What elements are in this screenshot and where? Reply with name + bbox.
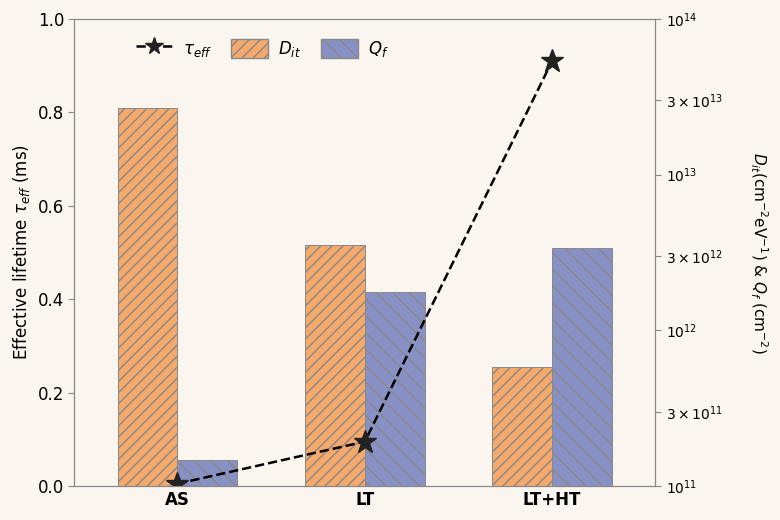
- Bar: [118, 108, 178, 486]
- Bar: [365, 292, 425, 486]
- Y-axis label: $D_{it}$(cm$^{-2}$eV$^{-1}$) & $Q_f$ (cm$^{-2}$): $D_{it}$(cm$^{-2}$eV$^{-1}$) & $Q_f$ (cm…: [748, 152, 769, 354]
- Bar: [178, 460, 237, 486]
- Y-axis label: Effective lifetime $\tau_{eff}$ (ms): Effective lifetime $\tau_{eff}$ (ms): [11, 145, 32, 360]
- $\tau_{eff}$: [173, 480, 183, 487]
- $\tau_{eff}$: [548, 58, 557, 64]
- Bar: [552, 248, 612, 486]
- Bar: [492, 367, 552, 486]
- Bar: [305, 245, 365, 486]
- Legend: $\tau_{eff}$, $D_{it}$, $Q_f$: $\tau_{eff}$, $D_{it}$, $Q_f$: [129, 32, 395, 66]
- Line: $\tau_{eff}$: $\tau_{eff}$: [165, 49, 564, 496]
- $\tau_{eff}$: [360, 438, 370, 445]
